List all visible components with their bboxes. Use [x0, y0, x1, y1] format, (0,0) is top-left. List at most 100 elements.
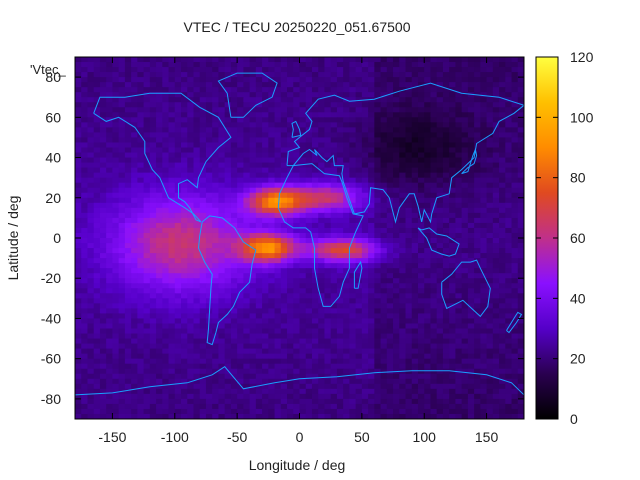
heatmap-cell — [386, 373, 394, 380]
heatmap-cell — [305, 293, 313, 299]
heatmap-cell — [393, 338, 400, 345]
heatmap-cell — [343, 383, 350, 390]
heatmap-cell — [368, 192, 375, 199]
heatmap-cell — [417, 388, 425, 395]
heatmap-cell — [330, 122, 338, 128]
heatmap-cell — [393, 167, 400, 174]
heatmap-cell — [343, 142, 350, 149]
heatmap-cell — [106, 373, 114, 380]
heatmap-cell — [311, 258, 319, 264]
heatmap-cell — [106, 323, 114, 330]
heatmap-cell — [380, 112, 388, 118]
heatmap-cell — [349, 67, 357, 73]
heatmap-cell — [75, 207, 82, 214]
heatmap-cell — [218, 258, 226, 264]
heatmap-cell — [436, 338, 444, 345]
heatmap-cell — [187, 67, 195, 73]
heatmap-cell — [168, 212, 176, 219]
heatmap-cell — [455, 283, 463, 289]
heatmap-cell — [75, 253, 82, 259]
heatmap-cell — [355, 152, 363, 159]
heatmap-cell — [131, 112, 138, 118]
heatmap-cell — [380, 363, 388, 370]
heatmap-cell — [299, 313, 307, 320]
heatmap-cell — [405, 182, 413, 189]
heatmap-cell — [75, 373, 82, 380]
heatmap-cell — [237, 283, 244, 289]
heatmap-cell — [87, 172, 95, 179]
heatmap-cell — [380, 393, 388, 400]
heatmap-cell — [467, 278, 475, 284]
heatmap-cell — [249, 283, 257, 289]
heatmap-cell — [449, 197, 457, 204]
heatmap-cell — [199, 92, 207, 98]
heatmap-cell — [380, 137, 388, 144]
heatmap-cell — [449, 288, 457, 294]
heatmap-cell — [417, 97, 425, 103]
heatmap-cell — [449, 328, 457, 335]
heatmap-cell — [287, 303, 294, 309]
heatmap-cell — [143, 117, 151, 123]
heatmap-cell — [511, 303, 519, 309]
heatmap-cell — [486, 92, 494, 98]
heatmap-cell — [386, 283, 394, 289]
heatmap-cell — [480, 283, 488, 289]
heatmap-cell — [181, 147, 188, 154]
heatmap-cell — [405, 288, 413, 294]
heatmap-cell — [224, 107, 232, 113]
heatmap-cell — [343, 112, 350, 118]
heatmap-cell — [268, 97, 276, 103]
heatmap-cell — [168, 122, 176, 128]
heatmap-cell — [442, 288, 450, 294]
heatmap-cell — [424, 102, 432, 108]
heatmap-cell — [455, 238, 463, 244]
heatmap-cell — [349, 102, 357, 108]
heatmap-cell — [187, 293, 195, 299]
heatmap-cell — [249, 318, 257, 325]
heatmap-cell — [374, 388, 382, 395]
heatmap-cell — [187, 278, 195, 284]
heatmap-cell — [75, 383, 82, 390]
heatmap-cell — [361, 227, 369, 234]
heatmap-cell — [480, 117, 488, 123]
heatmap-cell — [461, 212, 469, 219]
heatmap-cell — [436, 373, 444, 380]
heatmap-cell — [299, 232, 307, 239]
heatmap-cell — [112, 288, 120, 294]
heatmap-cell — [374, 298, 382, 304]
heatmap-cell — [193, 137, 201, 144]
heatmap-cell — [87, 278, 95, 284]
heatmap-cell — [243, 107, 251, 113]
heatmap-cell — [474, 373, 481, 380]
heatmap-cell — [274, 333, 282, 340]
heatmap-cell — [174, 122, 182, 128]
heatmap-cell — [174, 253, 182, 259]
heatmap-cell — [124, 227, 132, 234]
heatmap-cell — [499, 62, 506, 68]
heatmap-cell — [424, 87, 432, 93]
heatmap-cell — [461, 157, 469, 164]
heatmap-cell — [349, 232, 357, 239]
heatmap-cell — [424, 177, 432, 184]
heatmap-cell — [237, 268, 244, 274]
heatmap-cell — [230, 197, 238, 204]
heatmap-cell — [517, 77, 524, 83]
heatmap-cell — [124, 318, 132, 325]
heatmap-cell — [156, 338, 163, 345]
heatmap-cell — [262, 398, 269, 405]
heatmap-cell — [299, 212, 307, 219]
heatmap-cell — [361, 127, 369, 134]
heatmap-cell — [368, 167, 375, 174]
heatmap-cell — [486, 187, 494, 194]
heatmap-cell — [349, 57, 357, 63]
heatmap-cell — [318, 368, 326, 375]
heatmap-cell — [393, 303, 400, 309]
heatmap-cell — [343, 117, 350, 123]
heatmap-cell — [486, 348, 494, 355]
heatmap-cell — [156, 248, 163, 254]
heatmap-cell — [274, 192, 282, 199]
heatmap-cell — [156, 383, 163, 390]
heatmap-cell — [93, 122, 101, 128]
heatmap-cell — [380, 87, 388, 93]
heatmap-cell — [374, 258, 382, 264]
